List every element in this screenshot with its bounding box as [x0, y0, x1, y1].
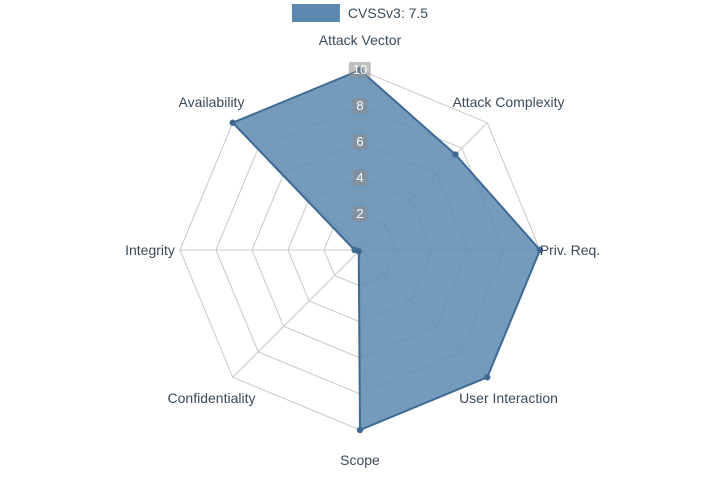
radar-chart: CVSSv3: 7.5 Attack VectorAttack Complexi… — [0, 0, 720, 504]
radar-svg — [0, 0, 720, 504]
